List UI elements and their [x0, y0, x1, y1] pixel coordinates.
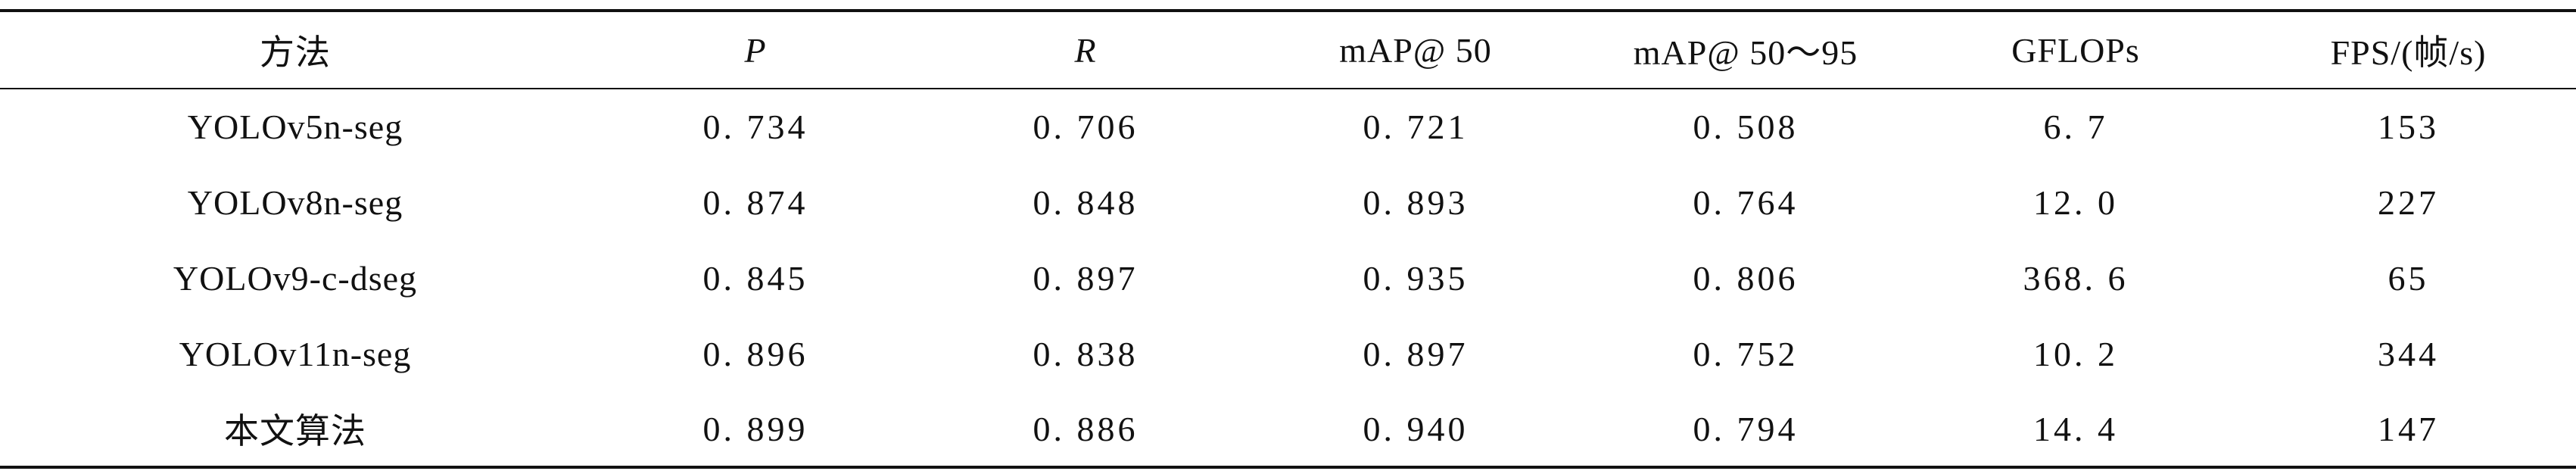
cell-recall: 0. 838 — [1033, 334, 1138, 373]
cell-map50: 0. 893 — [1363, 182, 1469, 222]
cell-method: YOLOv9-c-dseg — [173, 258, 418, 298]
cell-gflops: 10. 2 — [2033, 334, 2118, 373]
cell-method: YOLOv11n-seg — [179, 334, 412, 373]
table-header: 方法 P R mAP@ 50 mAP@ 50～95 GFLOPs FPS/(帧/… — [0, 11, 2576, 89]
header-recall: R — [1074, 30, 1097, 70]
cell-fps: 147 — [2378, 409, 2439, 448]
table-row: YOLOv8n-seg 0. 874 0. 848 0. 893 0. 764 … — [0, 164, 2576, 240]
header-map50: mAP@ 50 — [1339, 30, 1492, 70]
header-fps: FPS/(帧/s) — [2330, 33, 2487, 72]
cell-precision: 0. 734 — [702, 108, 808, 146]
cell-precision: 0. 874 — [702, 182, 808, 222]
cell-method: YOLOv5n-seg — [187, 108, 403, 146]
cell-recall: 0. 886 — [1033, 409, 1138, 448]
header-method: 方法 — [260, 33, 331, 72]
cell-gflops: 368. 6 — [2023, 258, 2129, 298]
table-row: YOLOv9-c-dseg 0. 845 0. 897 0. 935 0. 80… — [0, 240, 2576, 316]
cell-precision: 0. 899 — [702, 409, 808, 448]
cell-gflops: 6. 7 — [2043, 108, 2108, 146]
cell-recall: 0. 897 — [1033, 258, 1138, 298]
cell-recall: 0. 706 — [1033, 108, 1138, 146]
cell-map50: 0. 935 — [1363, 258, 1469, 298]
cell-precision: 0. 845 — [702, 258, 808, 298]
header-gflops: GFLOPs — [2011, 30, 2140, 70]
header-map50-95: mAP@ 50～95 — [1633, 33, 1858, 72]
comparison-table-container: 方法 P R mAP@ 50 mAP@ 50～95 GFLOPs FPS/(帧/… — [0, 9, 2576, 469]
cell-fps: 227 — [2378, 182, 2439, 222]
table-row: 本文算法 0. 899 0. 886 0. 940 0. 794 14. 4 1… — [0, 391, 2576, 467]
header-precision: P — [744, 30, 767, 70]
cell-recall: 0. 848 — [1033, 182, 1138, 222]
cell-map50-95: 0. 764 — [1693, 182, 1799, 222]
cell-fps: 65 — [2388, 258, 2429, 298]
cell-map50: 0. 897 — [1363, 334, 1469, 373]
cell-map50-95: 0. 752 — [1693, 334, 1799, 373]
cell-fps: 153 — [2378, 108, 2439, 146]
cell-method: YOLOv8n-seg — [187, 182, 403, 222]
table-body: YOLOv5n-seg 0. 734 0. 706 0. 721 0. 508 … — [0, 89, 2576, 467]
cell-map50-95: 0. 508 — [1693, 108, 1799, 146]
comparison-table: 方法 P R mAP@ 50 mAP@ 50～95 GFLOPs FPS/(帧/… — [0, 9, 2576, 469]
cell-gflops: 14. 4 — [2033, 409, 2118, 448]
cell-map50: 0. 721 — [1363, 108, 1469, 146]
cell-map50-95: 0. 806 — [1693, 258, 1799, 298]
cell-map50: 0. 940 — [1363, 409, 1469, 448]
cell-method: 本文算法 — [224, 412, 366, 451]
header-row: 方法 P R mAP@ 50 mAP@ 50～95 GFLOPs FPS/(帧/… — [0, 11, 2576, 89]
cell-gflops: 12. 0 — [2033, 182, 2118, 222]
cell-map50-95: 0. 794 — [1693, 409, 1799, 448]
table-row: YOLOv5n-seg 0. 734 0. 706 0. 721 0. 508 … — [0, 89, 2576, 164]
cell-precision: 0. 896 — [702, 334, 808, 373]
table-row: YOLOv11n-seg 0. 896 0. 838 0. 897 0. 752… — [0, 316, 2576, 391]
cell-fps: 344 — [2378, 334, 2439, 373]
